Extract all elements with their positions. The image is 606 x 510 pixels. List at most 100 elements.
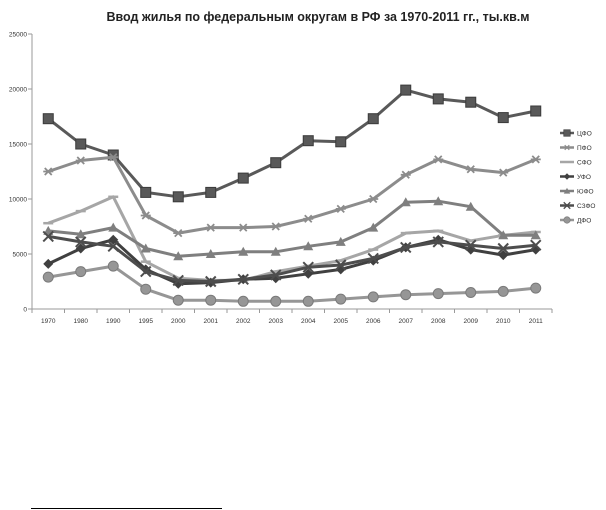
- data-point: [367, 113, 379, 125]
- data-point: [367, 252, 379, 265]
- data-point: [335, 236, 346, 246]
- data-point: [432, 93, 444, 105]
- data-point: [400, 197, 411, 207]
- data-point: [237, 172, 249, 184]
- data-point: [433, 196, 444, 206]
- data-point: [432, 288, 444, 300]
- x-tick-label: 2000: [171, 318, 186, 325]
- data-point: [172, 294, 184, 306]
- data-point: [205, 186, 217, 198]
- data-point: [465, 96, 477, 108]
- data-point: [270, 157, 282, 169]
- data-point: [270, 295, 282, 307]
- data-point: [140, 265, 152, 278]
- data-point: [238, 223, 249, 232]
- plot-area: 0 5000 10000 15000 20000 25000 1970 1980 1990 199…: [9, 32, 553, 325]
- data-point: [75, 266, 87, 278]
- x-tick-label: 2002: [236, 318, 251, 325]
- data-point: [238, 246, 249, 256]
- data-point: [498, 230, 509, 240]
- x-tick-label: 1995: [139, 318, 154, 325]
- data-point: [498, 250, 509, 261]
- data-point: [270, 246, 281, 256]
- data-point: [530, 155, 541, 164]
- x-tick-label: 2001: [204, 318, 219, 325]
- y-tick-label: 25000: [9, 32, 27, 39]
- legend-marker: [563, 187, 571, 194]
- data-point: [75, 229, 86, 239]
- chart-title: Ввод жилья по федеральным округам в РФ з…: [107, 10, 530, 24]
- data-point: [205, 223, 216, 232]
- data-point: [497, 112, 509, 124]
- data-point: [108, 234, 119, 245]
- data-point: [335, 204, 346, 214]
- legend-marker: [563, 216, 571, 224]
- legend-marker: [563, 173, 571, 180]
- data-point: [173, 251, 184, 261]
- data-point: [43, 258, 54, 269]
- y-tick-label: 15000: [9, 142, 27, 149]
- data-point: [530, 282, 542, 294]
- legend-label: ДФО: [577, 218, 591, 225]
- data-point: [530, 105, 542, 117]
- x-tick-label: 2010: [496, 318, 511, 325]
- legend-label: ЮФО: [577, 189, 594, 196]
- series-line: [47, 195, 536, 282]
- series-line: [47, 238, 537, 286]
- data-point: [465, 239, 477, 251]
- data-point: [432, 236, 444, 248]
- data-point: [172, 191, 184, 203]
- data-point: [75, 138, 87, 150]
- data-point: [205, 294, 217, 306]
- y-tick-label: 5000: [13, 252, 28, 259]
- chart: Ввод жилья по федеральным округам в РФ з…: [9, 10, 596, 325]
- legend-label: ПФО: [577, 145, 592, 152]
- data-point: [303, 241, 314, 251]
- data-point: [302, 295, 314, 307]
- data-point: [335, 259, 347, 271]
- data-point: [303, 268, 314, 279]
- data-point: [75, 156, 86, 165]
- data-point: [400, 170, 411, 179]
- x-tick-label: 2009: [464, 318, 479, 325]
- legend-label: УФО: [577, 174, 591, 181]
- x-tick-label: 2004: [301, 318, 316, 325]
- y-tick-label: 20000: [9, 87, 27, 94]
- data-point: [530, 230, 541, 240]
- data-point: [302, 135, 314, 147]
- data-point: [367, 291, 379, 303]
- data-point: [400, 289, 412, 301]
- data-point: [107, 260, 119, 272]
- data-point: [172, 274, 184, 287]
- x-tick-label: 2011: [529, 318, 543, 325]
- data-point: [270, 269, 282, 281]
- y-tick-label: 10000: [9, 197, 27, 204]
- x-tick-label: 2007: [399, 318, 414, 325]
- data-point: [335, 293, 347, 305]
- data-point: [42, 271, 54, 283]
- x-tick-label: 1980: [74, 318, 89, 325]
- data-point: [42, 230, 54, 243]
- series-line: [48, 264, 536, 303]
- data-point: [530, 239, 542, 251]
- data-point: [108, 222, 119, 232]
- data-point: [43, 167, 54, 176]
- footnote-rule: [31, 508, 222, 509]
- data-point: [140, 243, 151, 253]
- x-tick-label: 1990: [106, 318, 121, 325]
- data-point: [497, 242, 509, 255]
- data-point: [465, 165, 476, 174]
- legend: ЦФО ПФО СФО УФО ЮФО СЗФО ДФО: [560, 129, 595, 225]
- series-line: [48, 199, 536, 258]
- data-point: [140, 186, 152, 198]
- data-point: [465, 287, 477, 298]
- data-point: [42, 113, 54, 125]
- data-point: [498, 168, 509, 177]
- data-point: [433, 155, 444, 164]
- legend-marker: [563, 201, 571, 210]
- data-point: [108, 153, 119, 162]
- data-point: [205, 249, 216, 258]
- data-point: [497, 285, 509, 297]
- data-point: [465, 201, 476, 211]
- data-point: [140, 283, 152, 295]
